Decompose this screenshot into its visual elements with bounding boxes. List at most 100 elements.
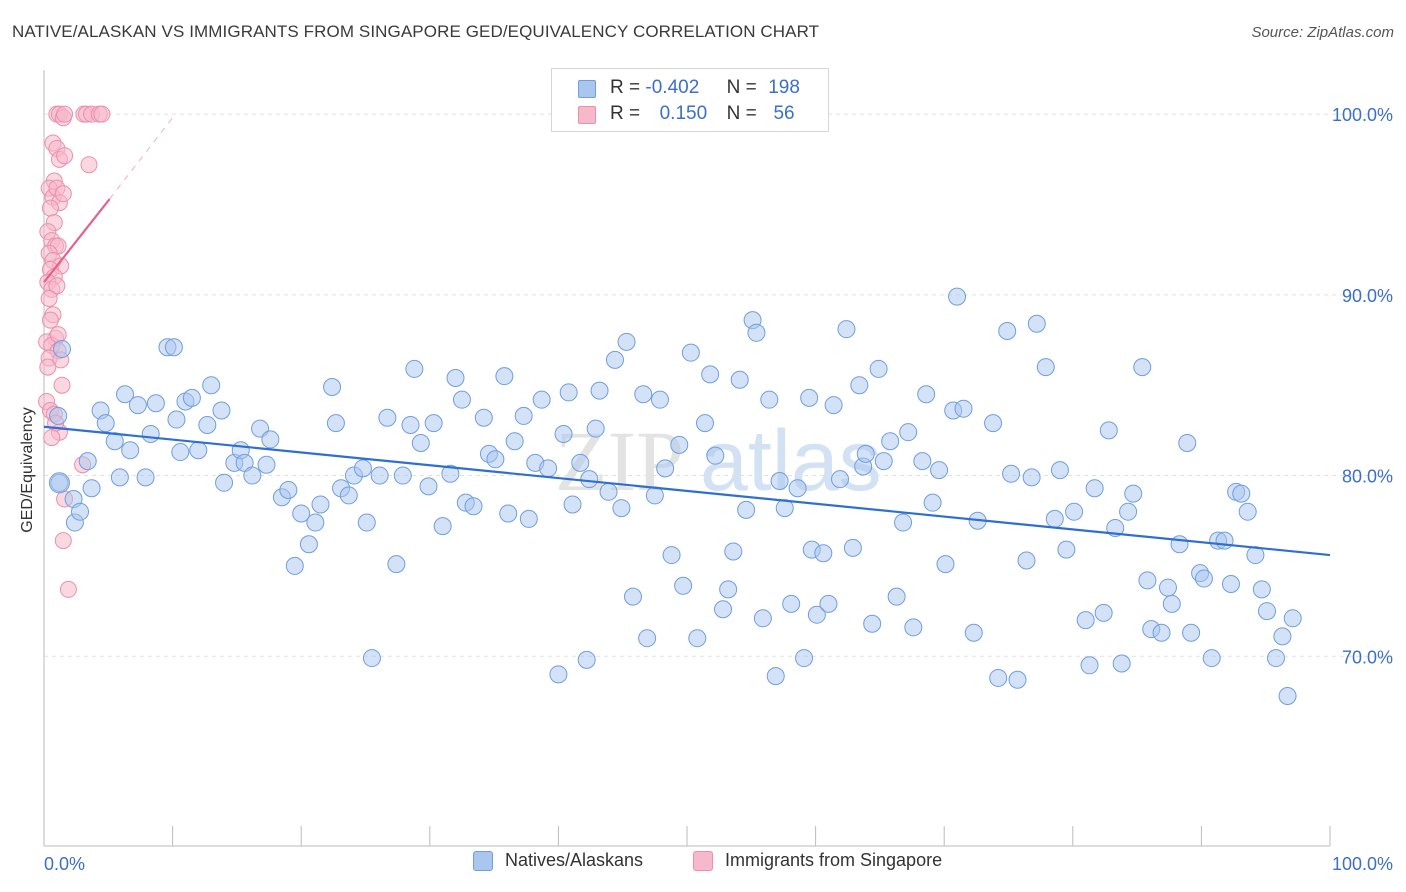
native-point bbox=[1002, 464, 1021, 483]
native-point bbox=[577, 650, 596, 669]
native-point bbox=[1119, 502, 1138, 521]
native-point bbox=[599, 482, 618, 501]
native-point bbox=[110, 468, 129, 487]
singapore-swatch bbox=[578, 106, 596, 124]
native-point bbox=[964, 623, 983, 642]
native-point bbox=[948, 287, 967, 306]
x-tick-labels: 0.0% 100.0% bbox=[44, 854, 1393, 874]
native-point bbox=[285, 556, 304, 575]
native-point bbox=[863, 614, 882, 633]
native-point bbox=[433, 517, 452, 536]
native-point bbox=[1152, 623, 1171, 642]
native-point bbox=[215, 473, 234, 492]
native-point bbox=[78, 452, 97, 471]
native-point bbox=[474, 408, 493, 427]
native-point bbox=[261, 430, 280, 449]
native-point bbox=[894, 513, 913, 532]
native-point bbox=[1158, 578, 1177, 597]
native-point bbox=[843, 538, 862, 557]
native-point bbox=[1178, 434, 1197, 453]
native-point bbox=[989, 668, 1008, 687]
singapore-point bbox=[39, 358, 57, 376]
native-point bbox=[1057, 540, 1076, 559]
native-point bbox=[387, 555, 406, 574]
native-point bbox=[770, 471, 789, 490]
native-point bbox=[701, 365, 720, 384]
native-point bbox=[571, 453, 590, 472]
native-point bbox=[411, 434, 430, 453]
native-point bbox=[696, 414, 715, 433]
native-point bbox=[1065, 502, 1084, 521]
legend-item-singapore[interactable]: Immigrants from Singapore bbox=[693, 850, 942, 871]
singapore-point bbox=[43, 429, 61, 447]
native-point bbox=[670, 435, 689, 454]
y-tick-labels: 70.0% 80.0% 90.0% 100.0% bbox=[1332, 105, 1393, 667]
singapore-legend-swatch bbox=[693, 850, 713, 871]
native-point bbox=[362, 649, 381, 668]
trend-lines bbox=[43, 117, 1331, 557]
native-point bbox=[984, 414, 1003, 433]
native-point bbox=[730, 370, 749, 389]
native-point bbox=[1232, 484, 1251, 503]
singapore-point bbox=[54, 532, 72, 550]
native-point bbox=[202, 376, 221, 395]
legend-item-natives[interactable]: Natives/Alaskans bbox=[473, 850, 643, 871]
singapore-point bbox=[41, 311, 59, 329]
native-point bbox=[171, 443, 190, 462]
native-point bbox=[747, 323, 766, 342]
native-point bbox=[141, 424, 160, 443]
native-point bbox=[1266, 649, 1285, 668]
native-point bbox=[532, 390, 551, 409]
native-point bbox=[623, 587, 642, 606]
native-point bbox=[486, 450, 505, 469]
native-point bbox=[913, 452, 932, 471]
native-point bbox=[378, 408, 397, 427]
native-point bbox=[1273, 627, 1292, 646]
native-point bbox=[819, 594, 838, 613]
chart-title: NATIVE/ALASKAN VS IMMIGRANTS FROM SINGAP… bbox=[12, 22, 820, 41]
native-point bbox=[189, 441, 208, 460]
native-point bbox=[766, 667, 785, 686]
native-point bbox=[1221, 574, 1240, 593]
native-point bbox=[279, 481, 298, 500]
native-point bbox=[638, 629, 657, 648]
native-point bbox=[874, 452, 893, 471]
native-point bbox=[1094, 603, 1113, 622]
native-point bbox=[714, 600, 733, 619]
natives-swatch bbox=[578, 80, 596, 98]
native-point bbox=[1050, 461, 1069, 480]
native-point bbox=[1112, 654, 1131, 673]
native-point bbox=[514, 406, 533, 425]
native-point bbox=[1238, 502, 1257, 521]
native-point bbox=[1202, 649, 1221, 668]
native-point bbox=[419, 477, 438, 496]
native-point bbox=[1008, 670, 1027, 689]
native-point bbox=[814, 544, 833, 563]
native-point bbox=[401, 415, 420, 434]
native-point bbox=[590, 381, 609, 400]
native-point bbox=[869, 359, 888, 378]
native-point bbox=[495, 367, 514, 386]
native-point bbox=[760, 390, 779, 409]
native-point bbox=[856, 444, 875, 463]
native-point bbox=[243, 466, 262, 485]
native-point bbox=[405, 359, 424, 378]
native-point bbox=[831, 470, 850, 489]
native-point bbox=[1017, 551, 1036, 570]
r-label: R = bbox=[610, 103, 641, 124]
native-point bbox=[674, 576, 693, 595]
r-value-natives: -0.402 bbox=[645, 77, 700, 98]
native-point bbox=[1162, 594, 1181, 613]
native-point bbox=[719, 580, 738, 599]
native-point bbox=[580, 470, 599, 489]
singapore-point bbox=[41, 199, 59, 217]
native-point bbox=[612, 499, 631, 518]
native-point bbox=[807, 605, 826, 624]
y-tick-label: 100.0% bbox=[1332, 105, 1393, 125]
native-point bbox=[519, 509, 538, 528]
native-point bbox=[464, 497, 483, 516]
native-point bbox=[824, 396, 843, 415]
x-tick-label: 100.0% bbox=[1332, 854, 1393, 874]
native-point bbox=[724, 542, 743, 561]
